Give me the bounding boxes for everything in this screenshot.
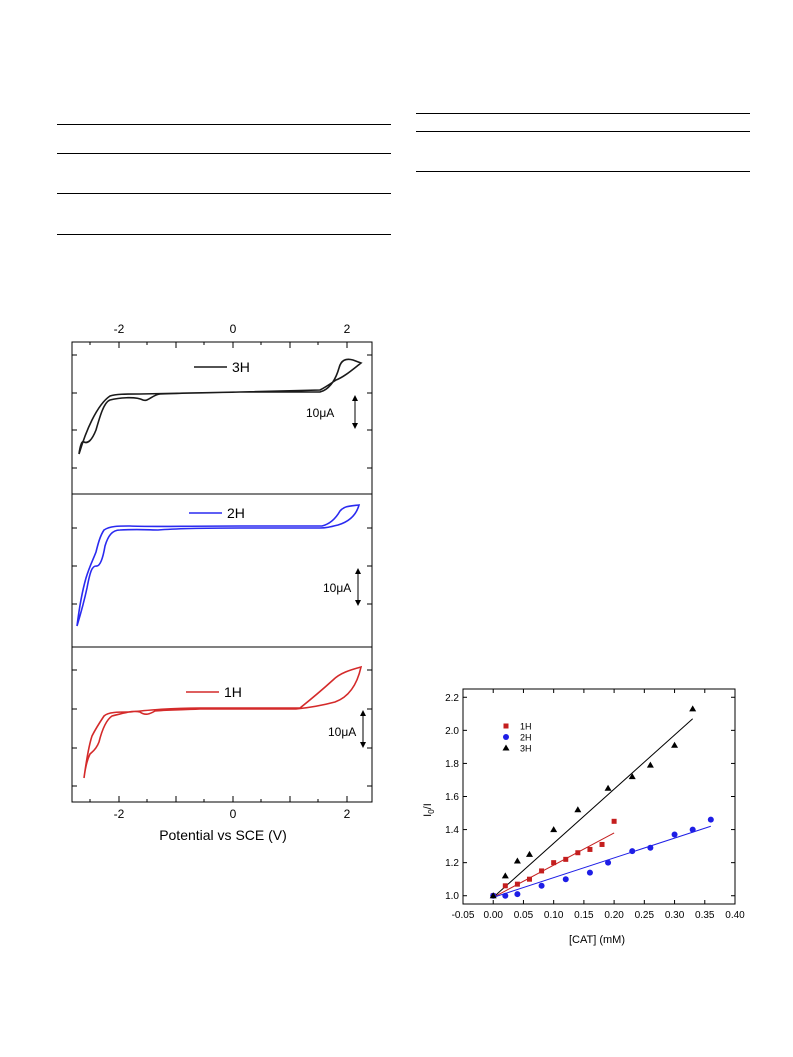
bottom-axis-ticks (89, 796, 348, 802)
chart-ylabel: I0/I (422, 803, 436, 817)
x-tick-label: 0.20 (604, 910, 624, 921)
legend-label: 3H (520, 744, 532, 754)
cv-trace-1h (83, 665, 363, 779)
side-axis-ticks (72, 354, 372, 787)
data-point-2h (671, 831, 678, 838)
data-point-1h (502, 883, 508, 889)
y-tick-label: 1.4 (445, 825, 459, 836)
legend-label-3h: 3H (232, 359, 250, 375)
y-tick-label: 1.2 (445, 858, 459, 869)
table-rule (416, 113, 750, 114)
fit-line-2h (493, 825, 711, 898)
legend-label-1h: 1H (224, 684, 242, 700)
data-point-2h (605, 859, 612, 866)
table-rule (57, 193, 391, 194)
data-point-3h (646, 761, 654, 768)
data-point-2h (514, 891, 521, 898)
cv-frame (71, 341, 373, 803)
data-point-3h (513, 857, 521, 864)
table-rule (57, 234, 391, 235)
x-tick-label: 0.25 (635, 910, 655, 921)
cv-trace-3h (78, 358, 363, 455)
table-rule (57, 124, 391, 125)
data-point-2h (707, 816, 714, 823)
y-tick-label: 1.6 (445, 792, 459, 803)
cv-panel-1h: 1H 10μA (83, 665, 366, 779)
legend-label: 1H (520, 722, 532, 732)
data-point-1h (563, 856, 569, 862)
scale-bar-label: 10μA (328, 725, 356, 739)
data-point-3h (525, 850, 533, 857)
top-axis-ticks (89, 342, 348, 348)
scale-bar-label: 10μA (306, 406, 334, 420)
chart-ylabel-sub: 0 (427, 809, 436, 814)
chart-ticks: -0.05 0.00 0.05 0.10 0.15 0.20 0.25 0.30 0.35 0.4… (445, 689, 745, 921)
cv-panel-3h: 3H 10μA (78, 358, 363, 455)
data-point-2h (538, 882, 545, 889)
data-point-3h (501, 872, 509, 879)
data-point-1h (587, 846, 593, 852)
legend-label-2h: 2H (227, 505, 245, 521)
top-tick-label: 0 (230, 322, 237, 336)
chart-plot-area (462, 688, 736, 905)
data-point-1h (611, 818, 617, 824)
bottom-tick-label: 2 (344, 807, 351, 821)
legend-label: 2H (520, 733, 532, 743)
data-point-2h (689, 826, 696, 833)
y-tick-label: 2.0 (445, 726, 459, 737)
fit-line-3h (492, 718, 694, 898)
x-tick-label: 0.30 (665, 910, 685, 921)
chart-xlabel: [CAT] (mM) (569, 934, 625, 946)
data-point-2h (562, 876, 569, 883)
data-point-1h (526, 876, 532, 882)
data-point-3h (574, 806, 582, 813)
data-point-3h (628, 773, 636, 780)
y-tick-label: 1.0 (445, 891, 459, 902)
legend-marker-3h (502, 744, 510, 751)
data-point-2h (586, 869, 593, 876)
cv-panel-2h: 2H 10μA (76, 504, 361, 627)
y-tick-label: 1.8 (445, 759, 459, 770)
legend-marker-1h (503, 723, 509, 729)
scale-bar-label: 10μA (323, 581, 351, 595)
table-rule (416, 171, 750, 172)
cv-trace-2h (76, 504, 361, 627)
x-tick-label: 0.10 (544, 910, 564, 921)
data-point-3h (689, 705, 697, 712)
data-point-1h (599, 841, 605, 847)
table-rule (57, 153, 391, 154)
data-point-3h (671, 741, 679, 748)
data-point-3h (550, 826, 558, 833)
data-point-2h (629, 848, 636, 855)
data-point-2h (502, 892, 509, 899)
cv-xlabel: Potential vs SCE (V) (159, 827, 287, 843)
x-tick-label: 0.00 (483, 910, 503, 921)
top-tick-label: -2 (114, 322, 125, 336)
x-tick-label: 0.05 (514, 910, 534, 921)
legend-marker-2h (503, 734, 509, 740)
x-tick-label: 0.35 (695, 910, 715, 921)
data-point-1h (551, 860, 557, 866)
x-tick-label: 0.15 (574, 910, 594, 921)
x-tick-label: 0.40 (725, 910, 745, 921)
x-tick-label: -0.05 (452, 910, 475, 921)
bottom-tick-label: 0 (230, 807, 237, 821)
data-point-1h (514, 881, 520, 887)
data-point-3h (489, 892, 497, 899)
table-rule (416, 131, 750, 132)
top-tick-label: 2 (344, 322, 351, 336)
bottom-tick-label: -2 (114, 807, 125, 821)
data-point-3h (604, 784, 612, 791)
data-point-1h (575, 850, 581, 856)
data-points (489, 705, 714, 899)
data-point-1h (539, 868, 545, 874)
data-point-2h (647, 844, 654, 851)
y-tick-label: 2.2 (445, 693, 459, 704)
